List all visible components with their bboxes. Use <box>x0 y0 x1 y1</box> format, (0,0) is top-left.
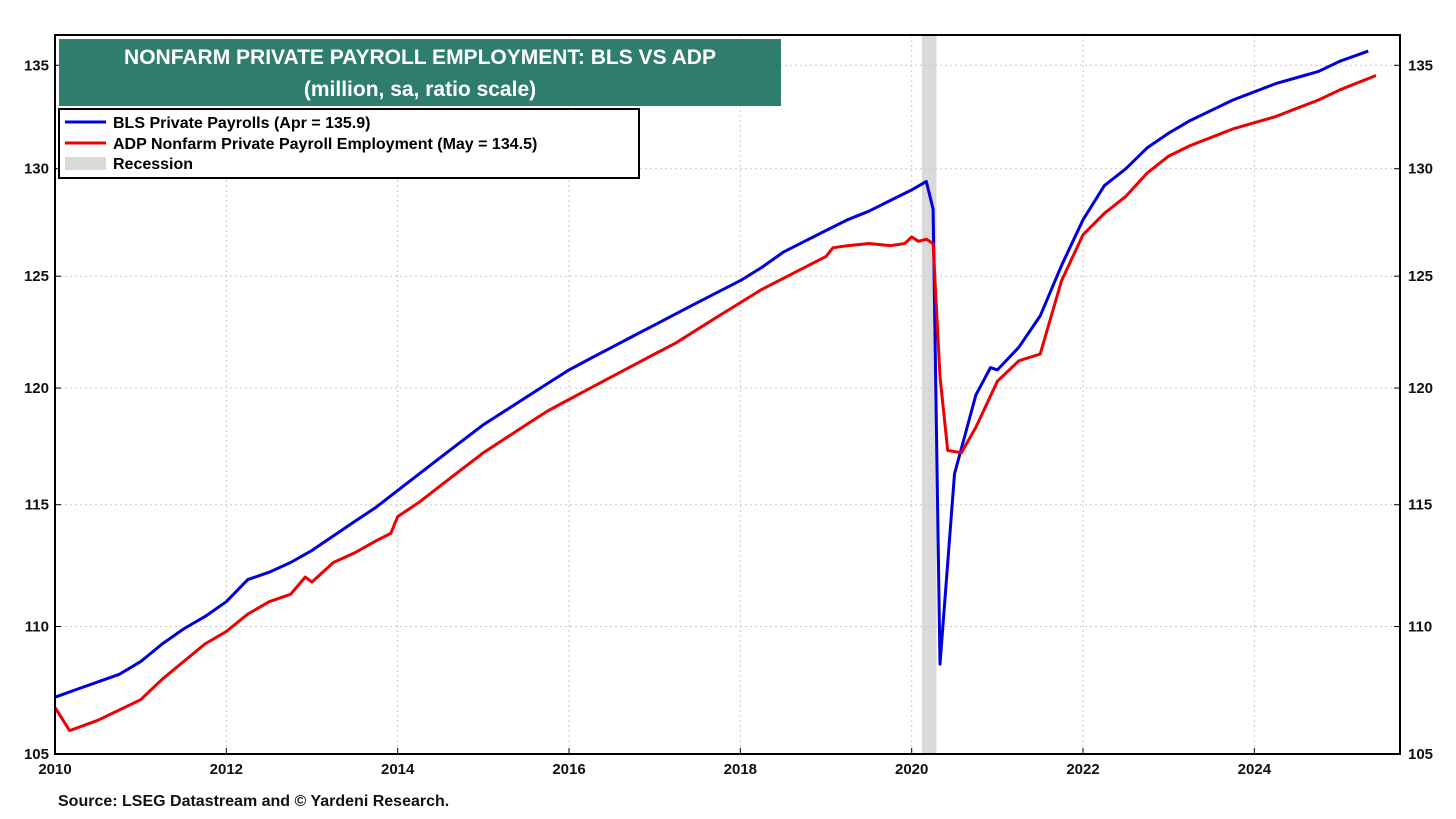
x-tick-label: 2014 <box>381 761 415 778</box>
y-tick-label-left: 105 <box>24 746 49 763</box>
legend-label-recession: Recession <box>113 156 193 173</box>
series-line-adp <box>53 74 1377 733</box>
x-tick-label: 2012 <box>210 761 243 778</box>
y-tick-label-left: 125 <box>24 268 49 285</box>
title-box: NONFARM PRIVATE PAYROLL EMPLOYMENT: BLS … <box>59 39 781 106</box>
y-tick-label-right: 115 <box>1408 497 1432 514</box>
legend-swatch-recession <box>65 157 106 170</box>
x-tick-label: 2020 <box>895 761 928 778</box>
x-tick-label: 2024 <box>1238 761 1272 778</box>
y-tick-label-left: 135 <box>24 57 49 74</box>
chart-title: NONFARM PRIVATE PAYROLL EMPLOYMENT: BLS … <box>124 46 716 69</box>
plot-frame <box>54 34 1401 755</box>
x-tick-label: 2010 <box>38 761 71 778</box>
y-tick-label-right: 120 <box>1408 380 1433 397</box>
y-tick-label-left: 130 <box>24 161 49 178</box>
y-tick-label-left: 120 <box>24 380 49 397</box>
y-tick-label-left: 115 <box>25 497 49 514</box>
recession-band <box>921 35 937 754</box>
tick-layer: 2010 2012 2014 2016 2018 2020 2022 2024 105 105 11… <box>24 57 1433 778</box>
y-tick-label-right: 110 <box>1408 619 1432 636</box>
legend-label-adp: ADP Nonfarm Private Payroll Employment (… <box>113 136 537 153</box>
y-tick-label-right: 125 <box>1408 268 1433 285</box>
legend-label-bls: BLS Private Payrolls (Apr = 135.9) <box>113 115 370 132</box>
x-tick-label: 2022 <box>1066 761 1099 778</box>
grid-layer <box>55 35 1400 754</box>
legend: BLS Private Payrolls (Apr = 135.9) ADP N… <box>58 108 640 179</box>
chart-subtitle: (million, sa, ratio scale) <box>304 78 536 101</box>
x-tick-label: 2016 <box>552 761 585 778</box>
series-line-bls <box>54 49 1369 699</box>
y-tick-label-left: 110 <box>25 619 49 636</box>
x-tick-label: 2018 <box>724 761 757 778</box>
series-layer <box>53 49 1377 733</box>
recession-layer <box>921 35 937 754</box>
y-tick-label-right: 130 <box>1408 161 1433 178</box>
source-note: Source: LSEG Datastream and © Yardeni Re… <box>58 793 450 810</box>
y-tick-label-right: 105 <box>1408 746 1433 763</box>
y-tick-label-right: 135 <box>1408 57 1433 74</box>
